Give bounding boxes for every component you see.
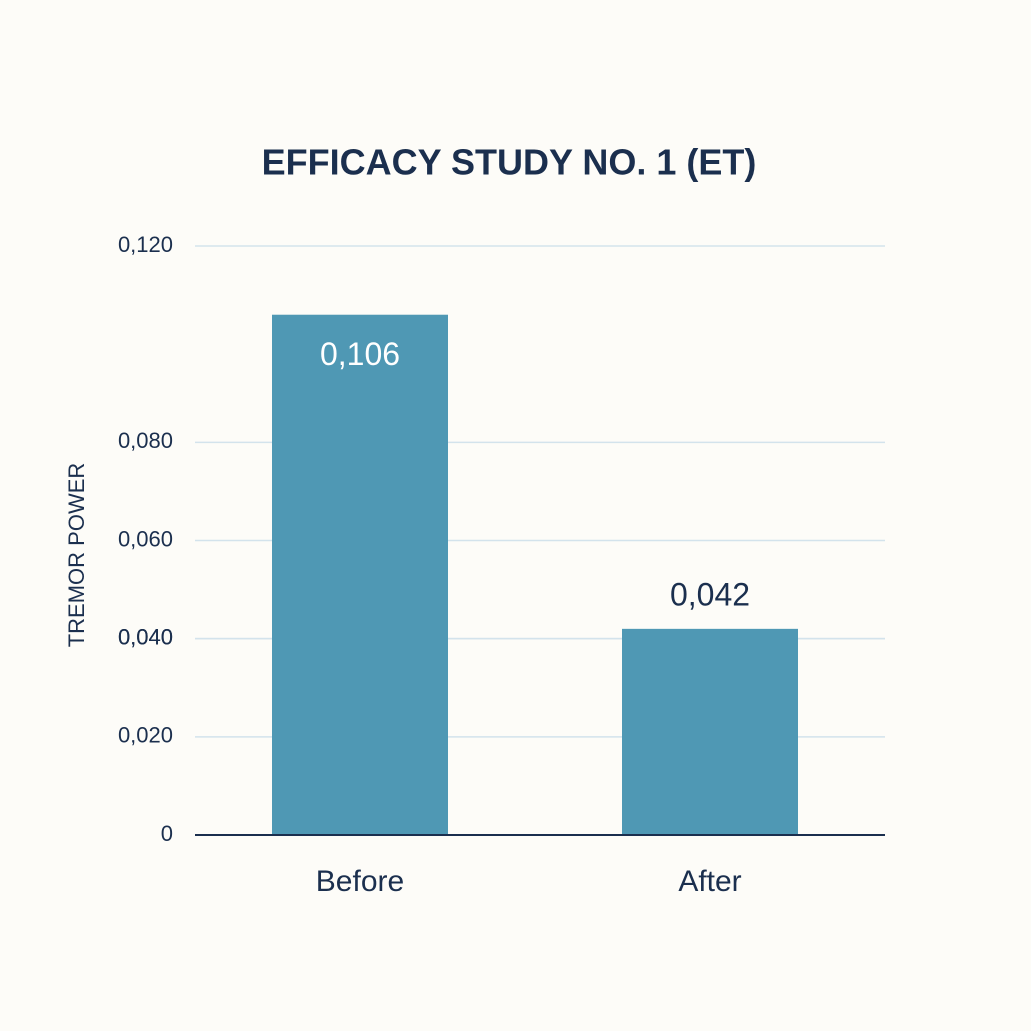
value-label: 0,106 [320, 336, 400, 372]
x-tick-label: After [678, 865, 741, 898]
value-label: 0,042 [670, 576, 750, 612]
y-tick-label: 0,020 [118, 723, 173, 748]
bar [272, 314, 448, 835]
y-tick-label: 0,120 [118, 232, 173, 257]
y-tick-label: 0,040 [118, 624, 173, 649]
y-tick-label: 0,060 [118, 526, 173, 551]
y-tick-label: 0 [161, 821, 173, 846]
x-tick-label: Before [316, 865, 404, 898]
chart-title: EFFICACY STUDY NO. 1 (ET) [262, 142, 757, 183]
y-axis-label: TREMOR POWER [64, 463, 89, 648]
y-tick-label: 0,080 [118, 428, 173, 453]
y-tick-label: 0,040 [118, 624, 173, 649]
bar [622, 628, 798, 835]
